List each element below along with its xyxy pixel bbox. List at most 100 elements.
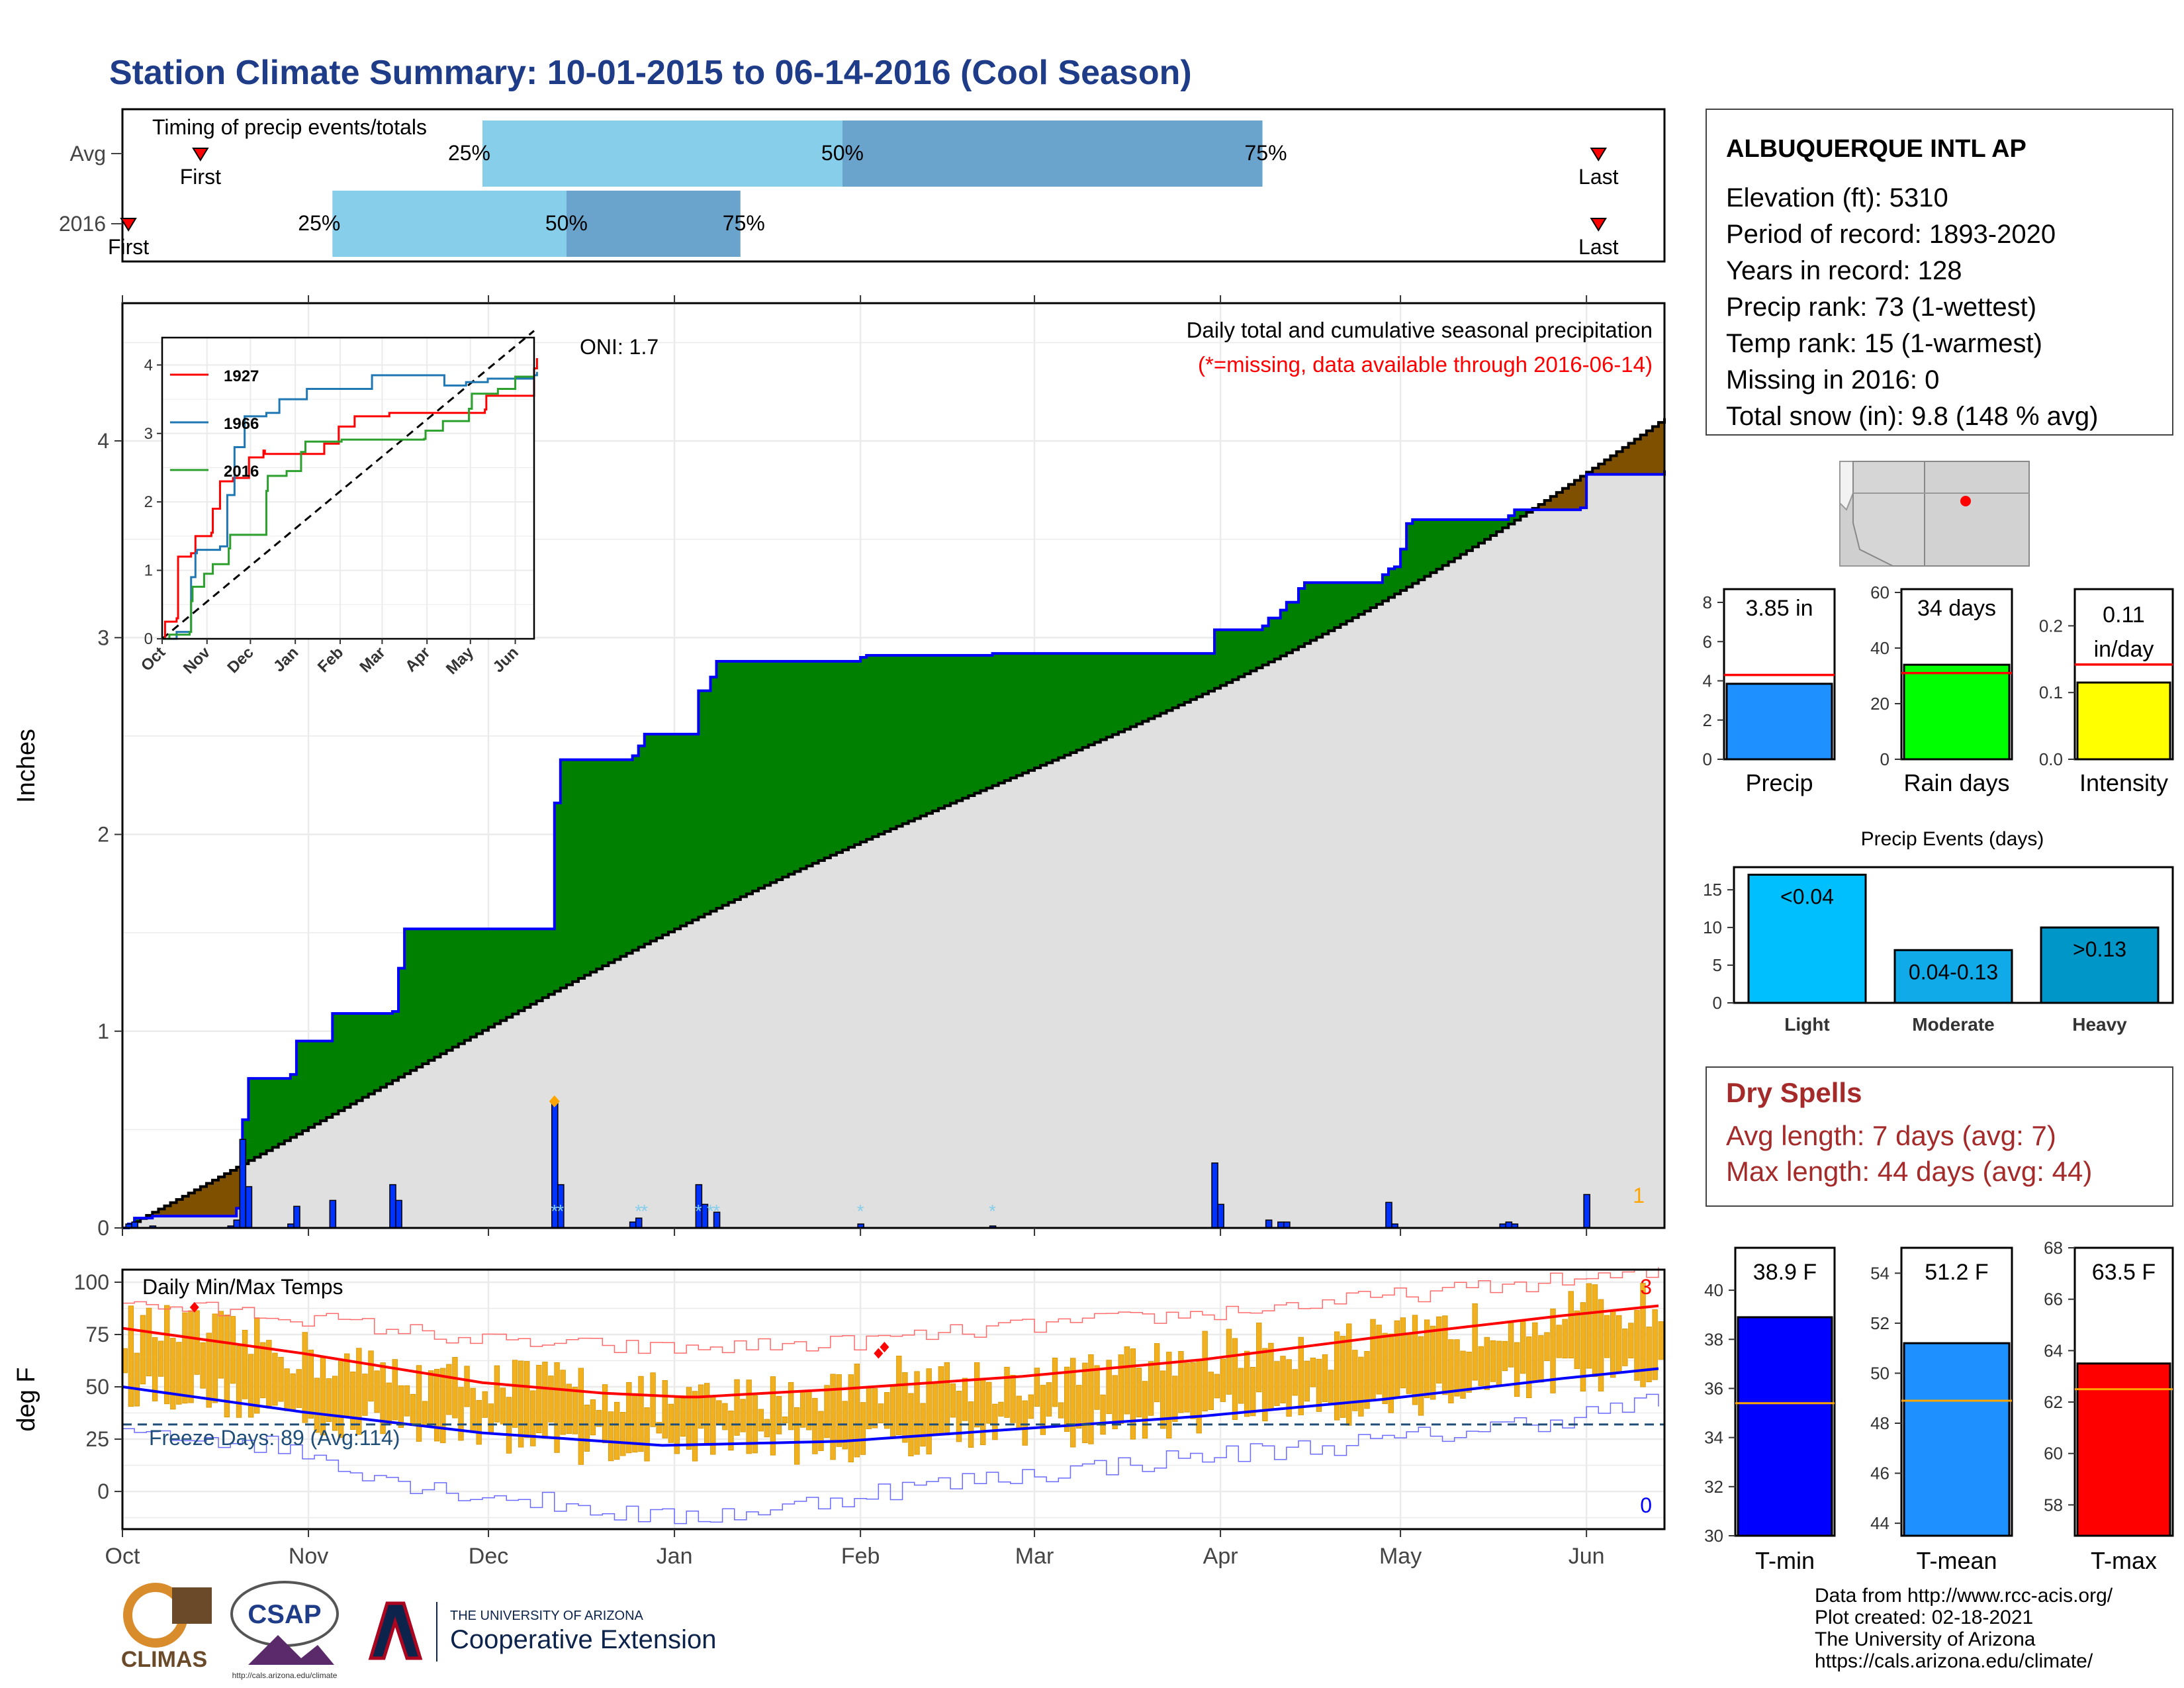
temp-day-bar xyxy=(1466,1351,1472,1393)
wet-surplus-bar xyxy=(1352,583,1359,618)
normal-area xyxy=(470,1037,477,1228)
wet-surplus-bar xyxy=(1064,653,1071,755)
map-ca-edge xyxy=(1839,461,1854,511)
normal-area xyxy=(254,1157,261,1228)
wet-surplus-bar xyxy=(1448,519,1455,562)
temp-day-bar xyxy=(680,1397,686,1437)
normal-area xyxy=(566,984,573,1228)
wet-surplus-bar xyxy=(1076,653,1083,751)
normal-area xyxy=(212,1216,219,1228)
temp-day-bar xyxy=(890,1384,896,1439)
tmax-stat-ytick-label: 64 xyxy=(2044,1340,2063,1360)
normal-area xyxy=(518,1010,525,1228)
wet-surplus-bar xyxy=(1244,630,1251,674)
record-high-marker xyxy=(874,1348,884,1359)
csap-logo-text: CSAP xyxy=(248,1600,321,1629)
normal-area xyxy=(782,876,789,1228)
normal-area xyxy=(992,785,999,1228)
wet-surplus-bar xyxy=(1346,583,1353,622)
normal-area xyxy=(530,1004,537,1228)
temp-day-bar xyxy=(980,1378,986,1446)
normal-area xyxy=(932,810,939,1228)
wet-surplus-bar xyxy=(1484,519,1491,539)
dry-deficit-bar xyxy=(1592,468,1599,475)
inset-ytick-label: 2 xyxy=(144,493,153,511)
temp-day-bar xyxy=(1064,1366,1070,1432)
precip-stats-panel: 0 2 4 6 8 3.85 in Precip 0 20 40 60 34 days Rain day… xyxy=(1703,583,2174,796)
temp-day-bar xyxy=(728,1410,734,1451)
dry-deficit-bar xyxy=(1568,484,1575,510)
temp-day-bar xyxy=(1196,1358,1202,1434)
normal-area xyxy=(596,968,603,1228)
wet-surplus-bar xyxy=(1226,630,1233,683)
temp-day-bar xyxy=(1034,1368,1040,1407)
tmean-stat-bar xyxy=(1903,1342,2011,1537)
normal-area xyxy=(1496,532,1503,1228)
tmean-stat-ytick-label: 52 xyxy=(1870,1313,1889,1333)
temp-day-bar xyxy=(1268,1342,1274,1410)
normal-area xyxy=(926,813,933,1228)
wet-surplus-bar xyxy=(1034,653,1041,768)
normal-area xyxy=(152,1216,159,1228)
events-bar-label: <0.04 xyxy=(1780,884,1834,908)
wet-surplus-bar xyxy=(878,655,886,834)
temp-day-bar xyxy=(1202,1331,1208,1412)
temp-day-bar xyxy=(734,1379,740,1436)
wet-surplus-bar xyxy=(1514,510,1522,520)
temp-day-bar xyxy=(1286,1359,1292,1417)
ua-small-text: THE UNIVERSITY OF ARIZONA xyxy=(450,1609,644,1623)
normal-area xyxy=(410,1070,417,1228)
normal-area xyxy=(1322,633,1329,1228)
events-bar-heavy xyxy=(2040,926,2160,1004)
normal-area xyxy=(1166,710,1173,1228)
temp-day-bar xyxy=(302,1332,308,1423)
station-line-3: Precip rank: 73 (1-wettest) xyxy=(1726,293,2036,322)
wet-surplus-bar xyxy=(536,929,543,1002)
normal-area xyxy=(638,947,645,1228)
normal-area xyxy=(218,1216,225,1228)
normal-area xyxy=(692,919,699,1228)
normal-area xyxy=(968,795,975,1228)
temp-day-bar xyxy=(818,1411,824,1451)
wet-surplus-bar xyxy=(572,759,579,982)
intensity-stat-ytick-label: 0.2 xyxy=(2039,616,2063,635)
temp-day-bar xyxy=(1040,1385,1046,1435)
temp-day-bar xyxy=(1184,1362,1190,1413)
inset-legend-label: 1927 xyxy=(224,367,259,385)
temp-day-bar xyxy=(1598,1299,1604,1391)
tmax-stat-ytick-label: 60 xyxy=(2044,1444,2063,1464)
wet-surplus-bar xyxy=(494,929,501,1024)
temp-day-bar xyxy=(1346,1323,1352,1426)
wet-surplus-bar xyxy=(764,661,771,886)
temp-day-bar xyxy=(698,1384,704,1429)
wet-surplus-bar xyxy=(566,759,573,985)
temp-day-bar xyxy=(794,1407,800,1465)
wet-surplus-bar xyxy=(926,655,933,814)
wet-surplus-bar xyxy=(632,755,639,951)
wet-surplus-bar xyxy=(1466,519,1473,551)
station-line-2: Years in record: 128 xyxy=(1726,256,1962,285)
missing-marker: * xyxy=(641,1201,648,1221)
wet-surplus-bar xyxy=(458,929,465,1044)
normal-area xyxy=(1520,516,1527,1228)
intensity-stat-bar xyxy=(2076,681,2171,761)
wet-surplus-bar xyxy=(1154,653,1161,716)
normal-area xyxy=(1100,739,1107,1228)
normal-area xyxy=(1334,628,1342,1228)
normal-area xyxy=(758,888,765,1228)
temp-day-bar xyxy=(1478,1346,1484,1386)
temp-day-bar xyxy=(272,1352,278,1406)
normal-area xyxy=(824,857,831,1228)
normal-area xyxy=(776,880,783,1228)
normal-area xyxy=(1046,763,1053,1228)
normal-area xyxy=(374,1090,381,1228)
normal-area xyxy=(182,1216,189,1228)
temp-day-bar xyxy=(392,1359,398,1421)
dry-spells-avg: Avg length: 7 days (avg: 7) xyxy=(1726,1120,2056,1151)
dry-deficit-bar xyxy=(1610,455,1617,475)
temp-day-bar xyxy=(1658,1321,1664,1360)
wet-surplus-bar xyxy=(722,661,729,906)
temp-day-bar xyxy=(1640,1283,1646,1387)
normal-area xyxy=(1400,590,1407,1228)
temp-day-bar xyxy=(1028,1394,1034,1419)
